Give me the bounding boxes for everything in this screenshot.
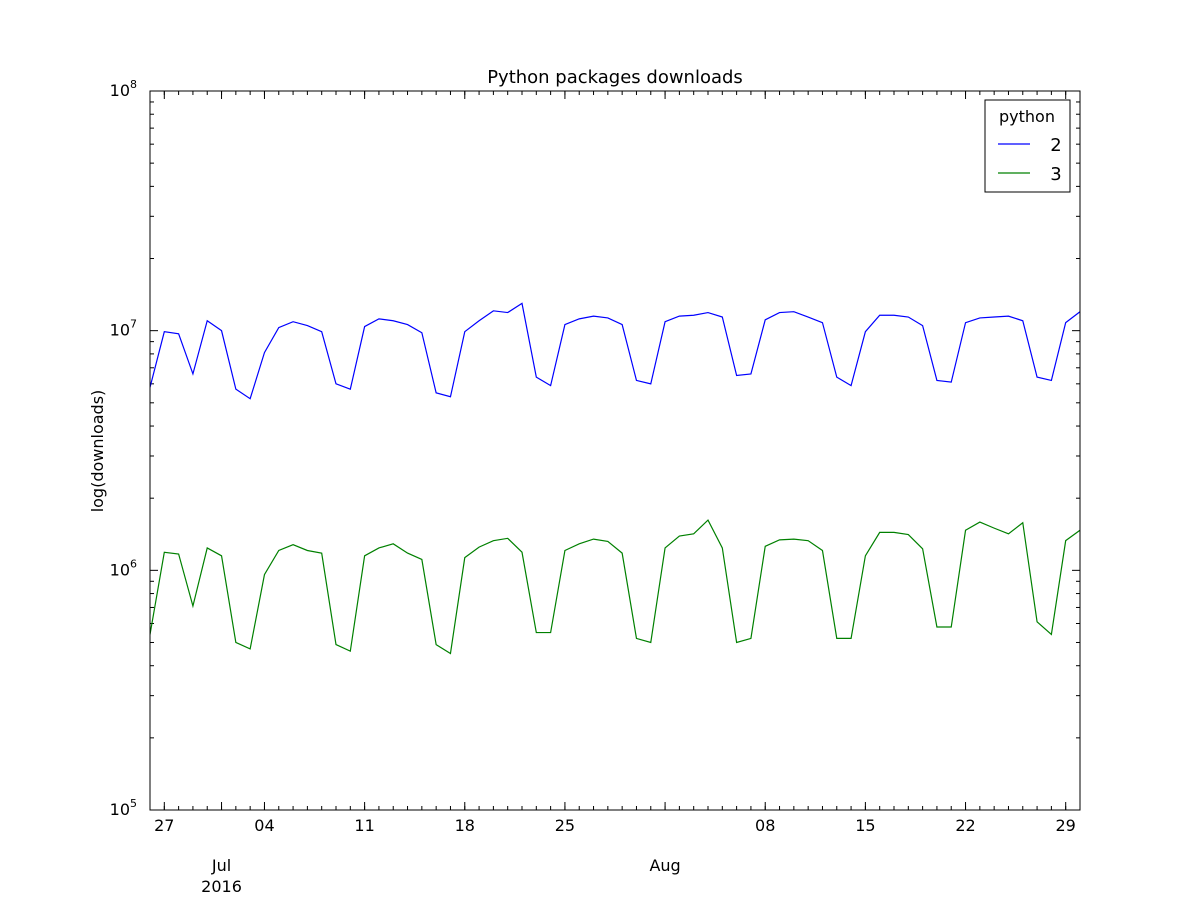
legend-box: [984, 99, 1071, 193]
x-tick-label: 22: [955, 816, 975, 835]
legend-label-series-3: 3: [1050, 164, 1061, 185]
series-lines: [150, 302, 1080, 655]
y-tick-label: 106: [110, 557, 137, 579]
x-month-label: Jul: [211, 856, 231, 875]
x-tick-label: 15: [855, 816, 875, 835]
x-month-label: 2016: [201, 877, 242, 896]
x-tick-label: 27: [154, 816, 174, 835]
legend-label-series-2: 2: [1050, 135, 1061, 156]
y-tick-label: 108: [110, 78, 137, 100]
x-tick-label: 08: [755, 816, 775, 835]
legend-title: python: [999, 107, 1055, 126]
x-tick-label: 29: [1056, 816, 1076, 835]
y-axis-label: log(downloads): [88, 390, 107, 513]
x-month-label: Aug: [649, 856, 680, 875]
x-tick-label: 04: [254, 816, 274, 835]
y-tick-label: 107: [110, 318, 137, 340]
plot-frame: [149, 90, 1081, 811]
series-line-python-3: [150, 519, 1080, 655]
series-line-python-2: [150, 302, 1080, 400]
chart-title: Python packages downloads: [487, 67, 743, 88]
x-axis-ticks: 27 04 11 18 25 08 15 22 29 Jul 2016 Aug: [154, 91, 1076, 896]
legend: python 2 3: [984, 99, 1071, 193]
x-tick-label: 11: [354, 816, 374, 835]
y-minor-ticks: [150, 101, 1080, 739]
x-tick-label: 25: [555, 816, 575, 835]
x-tick-label: 18: [455, 816, 475, 835]
y-axis-ticks: 105 106 107 108: [110, 78, 1080, 819]
y-tick-label: 105: [110, 797, 137, 819]
